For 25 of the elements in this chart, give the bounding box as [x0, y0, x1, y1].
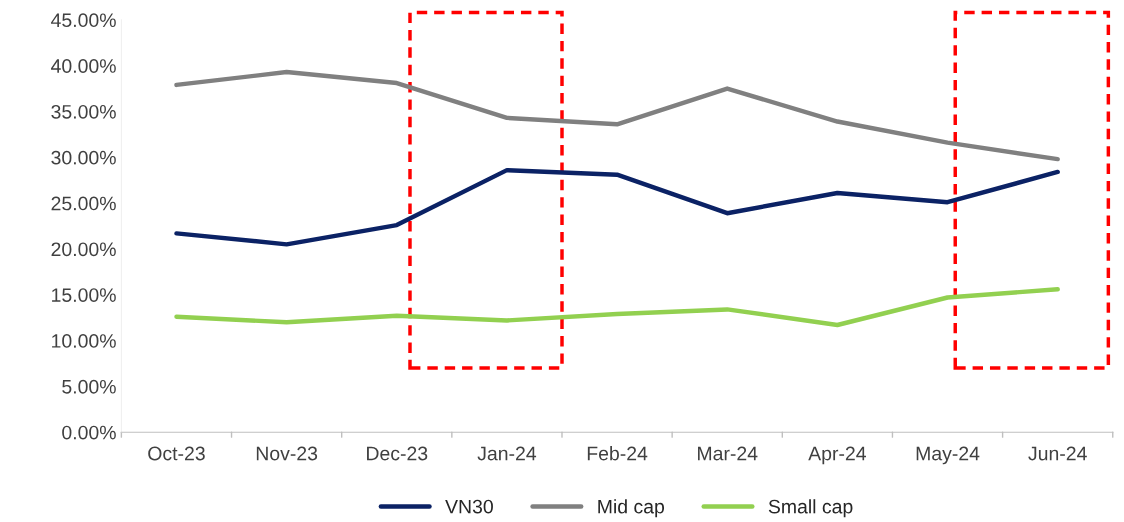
x-tick-label: Apr-24 — [808, 446, 866, 465]
x-tick-label: Feb-24 — [587, 446, 648, 461]
legend-label: VN30 — [445, 499, 493, 514]
x-tick-label: Nov-23 — [256, 446, 318, 461]
legend-label: Small cap — [768, 499, 853, 518]
y-tick-label: 25.00% — [51, 196, 116, 211]
y-tick-label: 10.00% — [52, 334, 116, 348]
x-tick-label: Jun-24 — [1028, 446, 1087, 461]
line-series — [174, 287, 1060, 328]
x-tick-label: Mar-24 — [698, 446, 758, 461]
legend-label: Mid cap — [598, 499, 665, 518]
y-tick-label: 30.00% — [51, 150, 116, 165]
x-tick-label: Oct-23 — [148, 446, 205, 461]
y-tick-label: 5.00% — [62, 379, 116, 394]
y-tick-label: 40.00% — [51, 59, 116, 73]
y-tick-label: 0.00% — [62, 425, 116, 440]
y-tick-label: 35.00% — [51, 104, 116, 119]
x-tick-label: Dec-23 — [367, 446, 428, 461]
line-series — [174, 69, 1060, 162]
x-tick-label: Jan-24 — [477, 446, 537, 461]
y-tick-label: 15.00% — [52, 288, 116, 302]
y-tick-label: 20.00% — [51, 242, 116, 257]
line-series — [174, 167, 1060, 247]
x-tick-label: May-24 — [916, 446, 980, 465]
y-tick-label: 45.00% — [51, 13, 116, 28]
